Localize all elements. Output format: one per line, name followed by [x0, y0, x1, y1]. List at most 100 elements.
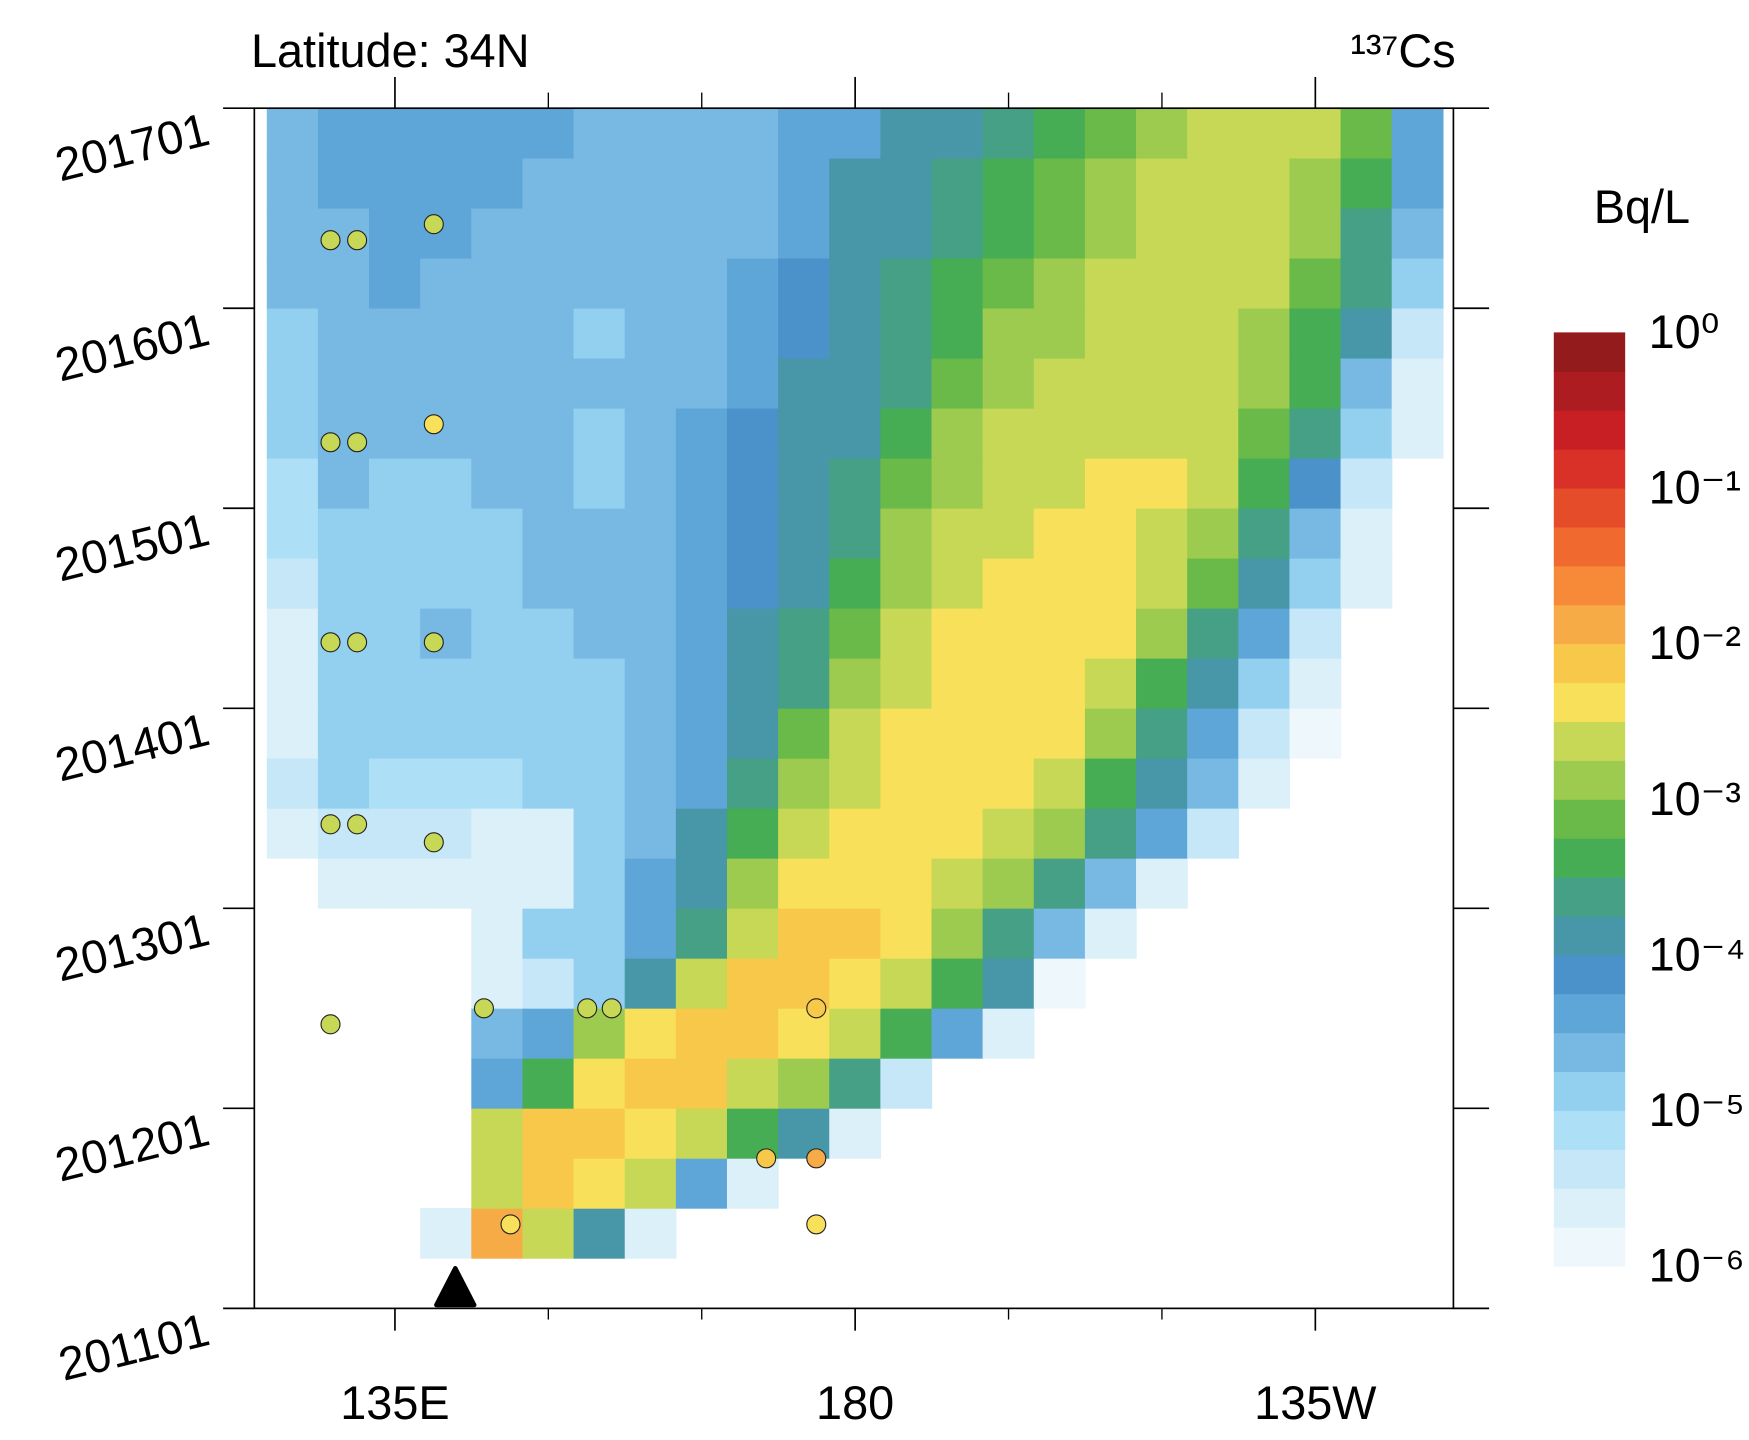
observation-point: [423, 832, 444, 853]
heatmap-cell: [266, 457, 319, 509]
heatmap-cell: [420, 257, 472, 309]
heatmap-cell: [982, 407, 1035, 459]
heatmap-cell: [1084, 807, 1137, 859]
heatmap-cell: [931, 757, 984, 809]
heatmap-cell: [1238, 457, 1291, 509]
heatmap-cell: [726, 257, 779, 309]
heatmap-cell: [778, 207, 830, 259]
heatmap-cell: [829, 257, 882, 309]
heatmap-cell: [675, 1158, 728, 1209]
heatmap-cell: [573, 707, 626, 759]
heatmap-cell: [1187, 457, 1239, 509]
heatmap-cell: [624, 907, 677, 959]
heatmap-cell: [522, 757, 575, 809]
heatmap-cell: [880, 757, 933, 809]
heatmap-cell: [471, 757, 524, 809]
heatmap-cell: [317, 457, 370, 509]
heatmap-cell: [726, 107, 779, 159]
heatmap-cell: [1033, 907, 1086, 959]
colorbar-band: [1553, 838, 1626, 878]
colorbar-band: [1553, 876, 1626, 917]
heatmap-cell: [931, 807, 984, 859]
heatmap-cell: [1136, 257, 1188, 309]
heatmap-cell: [726, 1008, 779, 1059]
colorbar-band: [1553, 487, 1626, 528]
heatmap-cell: [522, 907, 575, 959]
heatmap-cell: [829, 607, 882, 659]
heatmap-cell: [266, 357, 319, 409]
heatmap-cell: [778, 657, 830, 709]
heatmap-cell: [522, 1058, 575, 1109]
heatmap-cell: [1187, 357, 1239, 409]
heatmap-cell: [1084, 757, 1137, 809]
heatmap-cell: [420, 457, 472, 509]
heatmap-cell: [982, 657, 1035, 709]
colorbar-band: [1553, 1188, 1626, 1228]
heatmap-cell: [726, 507, 779, 559]
heatmap-cell: [420, 157, 472, 209]
observation-point: [347, 432, 368, 453]
heatmap-cell: [982, 957, 1035, 1009]
heatmap-cell: [1084, 707, 1137, 759]
heatmap-cell: [778, 757, 830, 809]
heatmap-cell: [573, 407, 626, 459]
heatmap-cell: [778, 507, 830, 559]
heatmap-cell: [1238, 257, 1291, 309]
heatmap-cell: [624, 707, 677, 759]
heatmap-cell: [266, 107, 319, 159]
heatmap-cell: [982, 107, 1035, 159]
heatmap-cell: [931, 207, 984, 259]
heatmap-cell: [931, 257, 984, 309]
colorbar-tick-label: 10⁻⁶: [1649, 1240, 1745, 1292]
colorbar-tick-label: 10⁻⁵: [1649, 1084, 1745, 1136]
heatmap-cell: [573, 457, 626, 509]
heatmap-cell: [1391, 307, 1444, 359]
heatmap-cell: [266, 557, 319, 609]
heatmap-cell: [1187, 757, 1239, 809]
heatmap-cell: [1187, 107, 1239, 159]
heatmap-cell: [624, 857, 677, 909]
heatmap-cell: [931, 1008, 984, 1059]
heatmap-cell: [829, 1058, 882, 1109]
heatmap-cell: [317, 557, 370, 609]
heatmap-cell: [522, 1008, 575, 1059]
colorbar-tick-label: 10⁻¹: [1649, 462, 1741, 514]
heatmap-cell: [522, 657, 575, 709]
heatmap-cell: [726, 407, 779, 459]
heatmap-cell: [471, 407, 524, 459]
heatmap-cell: [982, 157, 1035, 209]
heatmap-cell: [1136, 407, 1188, 459]
heatmap-cell: [522, 107, 575, 159]
heatmap-cell: [573, 257, 626, 309]
heatmap-cell: [982, 307, 1035, 359]
heatmap-cell: [573, 757, 626, 809]
observation-point: [473, 998, 494, 1019]
heatmap-cell: [675, 557, 728, 609]
colorbar-band: [1553, 526, 1626, 567]
heatmap-cell: [1289, 607, 1342, 659]
heatmap-cell: [420, 807, 472, 859]
heatmap-cell: [726, 657, 779, 709]
colorbar-band: [1553, 1227, 1626, 1267]
heatmap-cell: [982, 707, 1035, 759]
heatmap-cell: [522, 207, 575, 259]
y-tick-label: 201601: [50, 303, 214, 391]
heatmap-cell: [982, 557, 1035, 609]
heatmap-cell: [624, 257, 677, 309]
colorbar-band: [1553, 1149, 1626, 1189]
heatmap-cell: [369, 407, 421, 459]
heatmap-cell: [369, 607, 421, 659]
heatmap-cell: [880, 557, 933, 609]
heatmap-cell: [1033, 807, 1086, 859]
heatmap-cell: [1289, 307, 1342, 359]
heatmap-cell: [829, 107, 882, 159]
heatmap-cell: [1033, 157, 1086, 209]
heatmap-cell: [675, 357, 728, 409]
x-tick-label: 180: [816, 1377, 894, 1429]
heatmap-cell: [778, 357, 830, 409]
heatmap-cell: [829, 857, 882, 909]
heatmap-cell: [369, 357, 421, 409]
heatmap-cell: [420, 307, 472, 359]
heatmap-cell: [1238, 407, 1291, 459]
heatmap-cell: [420, 757, 472, 809]
